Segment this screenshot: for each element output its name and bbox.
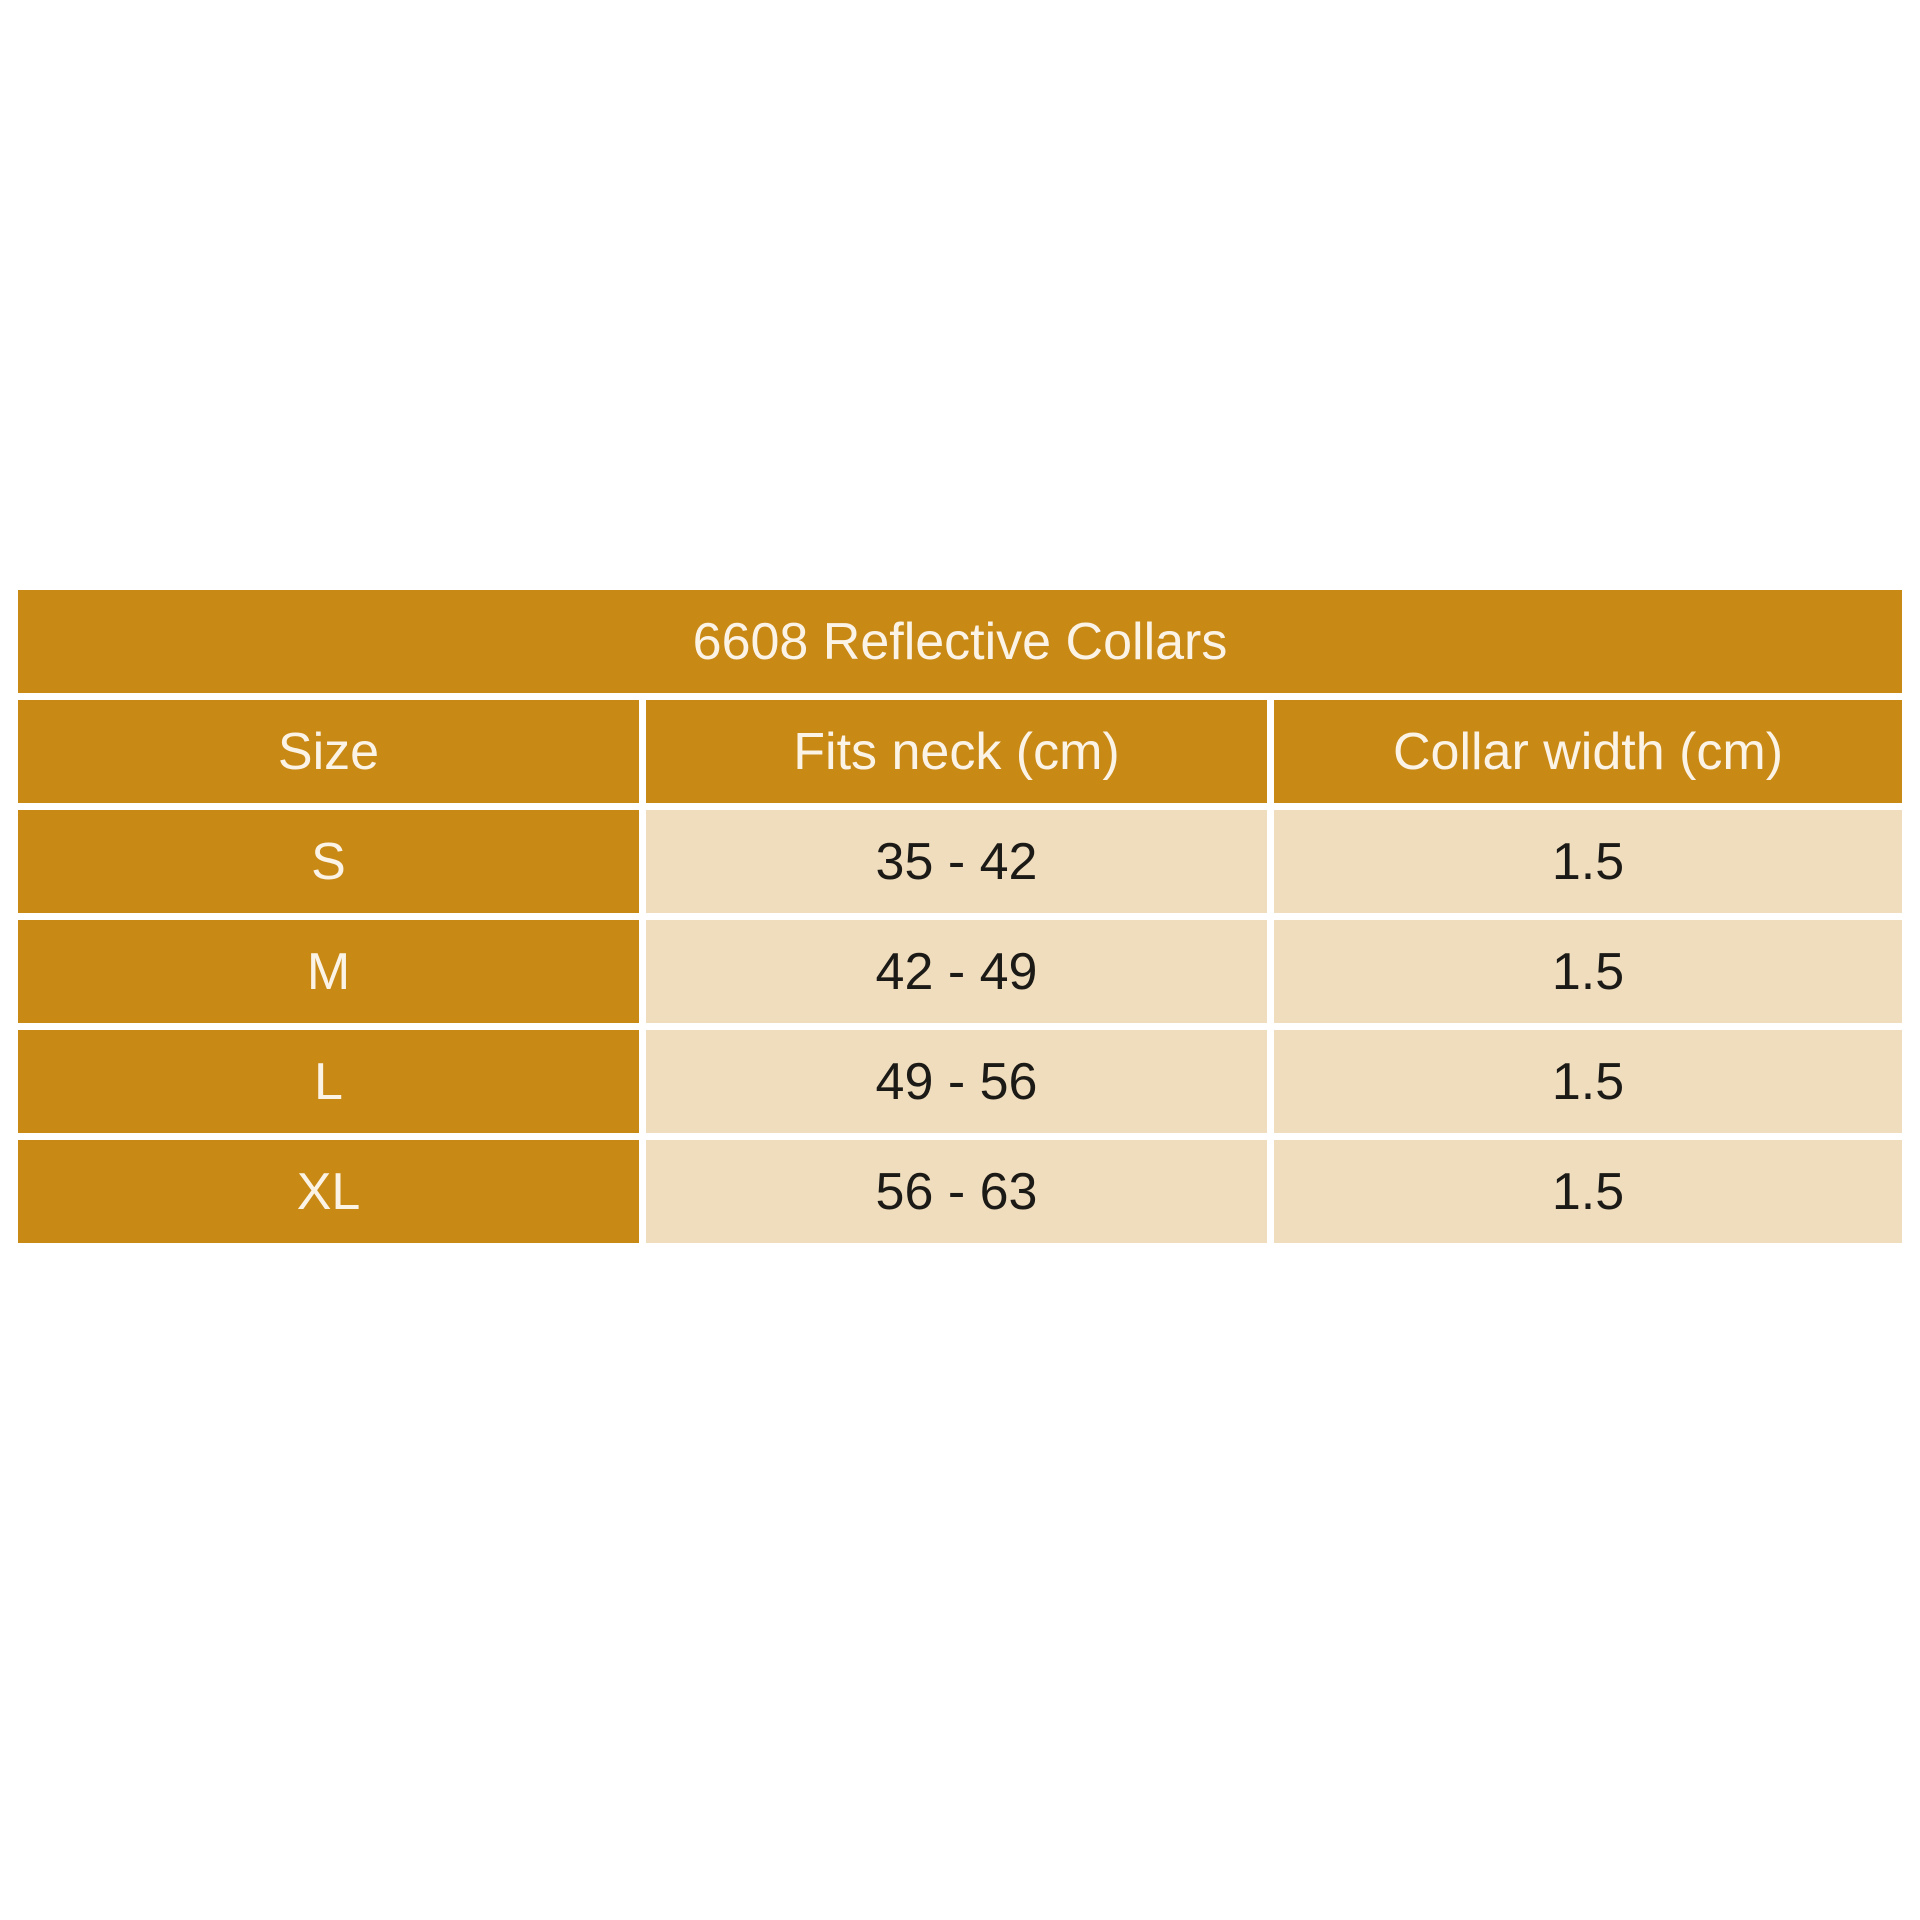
- table-row: L 49 - 56 1.5: [18, 1030, 1903, 1133]
- column-header-collar-width: Collar width (cm): [1274, 700, 1903, 803]
- fits-neck-cell: 35 - 42: [646, 810, 1267, 913]
- table-row: XL 56 - 63 1.5: [18, 1140, 1903, 1243]
- title-row: 6608 Reflective Collars: [18, 590, 1903, 693]
- size-cell: S: [18, 810, 639, 913]
- size-cell: M: [18, 920, 639, 1023]
- size-cell: L: [18, 1030, 639, 1133]
- column-header-size: Size: [18, 700, 639, 803]
- table-row: M 42 - 49 1.5: [18, 920, 1903, 1023]
- fits-neck-cell: 49 - 56: [646, 1030, 1267, 1133]
- collar-width-cell: 1.5: [1274, 920, 1903, 1023]
- table-title: 6608 Reflective Collars: [18, 590, 1903, 693]
- table-row: S 35 - 42 1.5: [18, 810, 1903, 913]
- fits-neck-cell: 42 - 49: [646, 920, 1267, 1023]
- collar-width-cell: 1.5: [1274, 1030, 1903, 1133]
- header-row: Size Fits neck (cm) Collar width (cm): [18, 700, 1903, 803]
- collar-width-cell: 1.5: [1274, 810, 1903, 913]
- size-cell: XL: [18, 1140, 639, 1243]
- fits-neck-cell: 56 - 63: [646, 1140, 1267, 1243]
- column-header-fits-neck: Fits neck (cm): [646, 700, 1267, 803]
- collar-width-cell: 1.5: [1274, 1140, 1903, 1243]
- size-chart-table: 6608 Reflective Collars Size Fits neck (…: [11, 583, 1909, 1250]
